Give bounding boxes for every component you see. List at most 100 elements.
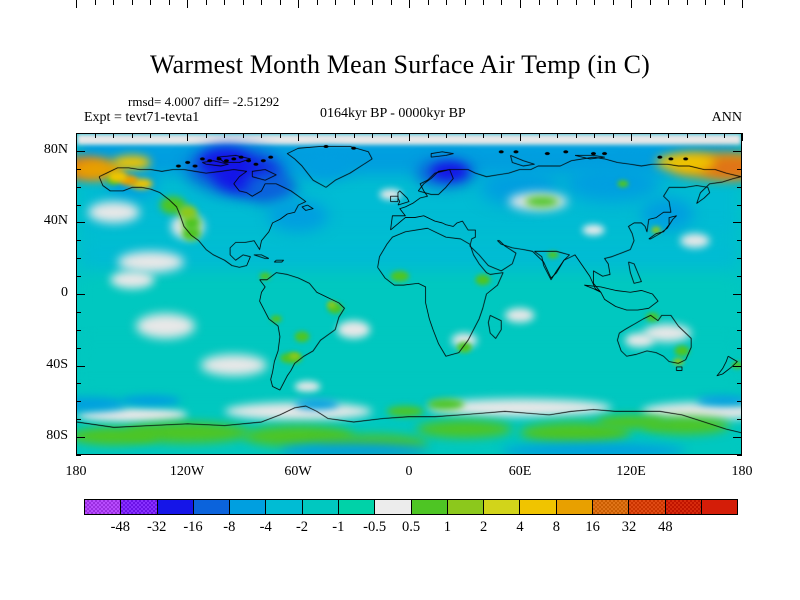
axis-tick xyxy=(594,0,595,5)
axis-tick xyxy=(335,0,336,5)
axis-tick xyxy=(76,187,81,188)
period-annotation: 0164kyr BP - 0000kyr BP xyxy=(320,106,466,121)
axis-tick xyxy=(76,133,77,141)
colorbar-tick-label: 4 xyxy=(516,519,524,535)
colorbar-tick-label: -4 xyxy=(259,519,272,535)
axis-tick xyxy=(631,0,632,8)
map-raster xyxy=(77,134,741,454)
axis-tick xyxy=(224,0,225,5)
axis-tick xyxy=(724,133,725,138)
colorbar-tick-label: 48 xyxy=(658,519,673,535)
colorbar-tick-label: -2 xyxy=(295,519,309,535)
axis-tick xyxy=(668,0,669,5)
axis-tick xyxy=(409,133,410,141)
axis-tick xyxy=(724,0,725,5)
axis-tick xyxy=(298,133,299,141)
axis-tick xyxy=(613,0,614,5)
axis-tick xyxy=(594,133,595,138)
axis-tick xyxy=(557,133,558,138)
colorbar-cell xyxy=(629,500,666,514)
axis-tick xyxy=(187,133,188,141)
axis-tick xyxy=(737,455,742,456)
axis-tick xyxy=(668,133,669,138)
x-axis-label: 180 xyxy=(731,464,753,479)
axis-tick xyxy=(391,0,392,5)
axis-tick xyxy=(705,0,706,5)
colorbar-cell xyxy=(701,500,738,514)
axis-tick xyxy=(446,0,447,5)
axis-tick xyxy=(737,330,742,331)
axis-tick xyxy=(737,169,742,170)
axis-tick xyxy=(733,294,742,295)
axis-tick xyxy=(76,348,81,349)
axis-tick xyxy=(737,205,742,206)
axis-tick xyxy=(557,0,558,5)
axis-tick xyxy=(76,401,81,402)
rmsd-diff-annotation: rmsd= 4.0007 diff= -2.51292 xyxy=(128,94,280,109)
colorbar-cell xyxy=(375,500,412,514)
axis-tick xyxy=(705,133,706,138)
axis-tick xyxy=(742,133,743,141)
axis-tick xyxy=(613,133,614,138)
colorbar-cell xyxy=(121,500,158,514)
axis-tick xyxy=(76,258,81,259)
colorbar-cell xyxy=(520,500,557,514)
axis-tick xyxy=(76,383,81,384)
axis-tick xyxy=(372,133,373,138)
axis-tick xyxy=(733,366,742,367)
x-axis-label: 60E xyxy=(508,464,532,479)
axis-tick xyxy=(206,133,207,138)
axis-tick xyxy=(391,133,392,138)
axis-tick xyxy=(520,133,521,141)
axis-tick xyxy=(354,0,355,5)
axis-tick xyxy=(733,222,742,223)
axis-tick xyxy=(280,133,281,138)
axis-tick xyxy=(733,151,742,152)
axis-tick xyxy=(187,0,188,8)
axis-tick xyxy=(169,133,170,138)
axis-tick xyxy=(650,0,651,5)
axis-tick xyxy=(687,133,688,138)
x-axis-label: 120W xyxy=(169,464,205,479)
colorbar-tick-label: -1 xyxy=(332,519,345,535)
axis-tick xyxy=(737,133,742,134)
colorbar-tick-label: 0.5 xyxy=(401,519,421,535)
axis-tick xyxy=(113,0,114,5)
axis-tick xyxy=(687,0,688,5)
axis-tick xyxy=(150,133,151,138)
axis-tick xyxy=(132,133,133,138)
axis-tick xyxy=(737,401,742,402)
x-axis-label: 60W xyxy=(284,464,312,479)
axis-tick xyxy=(76,455,81,456)
axis-tick xyxy=(520,0,521,8)
axis-tick xyxy=(737,348,742,349)
colorbar-cell xyxy=(193,500,231,514)
axis-tick xyxy=(428,0,429,5)
colorbar-cell xyxy=(411,500,448,514)
axis-tick xyxy=(737,187,742,188)
axis-tick xyxy=(483,0,484,5)
season-annotation: ANN xyxy=(711,110,742,125)
axis-tick xyxy=(113,133,114,138)
axis-tick xyxy=(737,419,742,420)
axis-tick xyxy=(298,0,299,8)
colorbar-cell xyxy=(230,500,267,514)
axis-tick xyxy=(224,133,225,138)
colorbar-cell xyxy=(556,500,593,514)
colorbar-tick-label: 32 xyxy=(621,519,637,535)
axis-tick xyxy=(76,312,81,313)
y-axis-label: 80N xyxy=(43,141,68,157)
axis-tick xyxy=(76,437,85,438)
axis-tick xyxy=(132,0,133,5)
x-axis-label: 120E xyxy=(616,464,646,479)
axis-tick xyxy=(95,133,96,138)
colorbar-tick-label: -16 xyxy=(183,519,203,535)
colorbar-tick-label: 2 xyxy=(480,519,488,535)
axis-tick xyxy=(243,0,244,5)
colorbar xyxy=(84,499,738,515)
colorbar-tick-label: -32 xyxy=(146,519,167,535)
colorbar-tick-label: -8 xyxy=(223,519,236,535)
axis-tick xyxy=(650,133,651,138)
axis-tick xyxy=(243,133,244,138)
